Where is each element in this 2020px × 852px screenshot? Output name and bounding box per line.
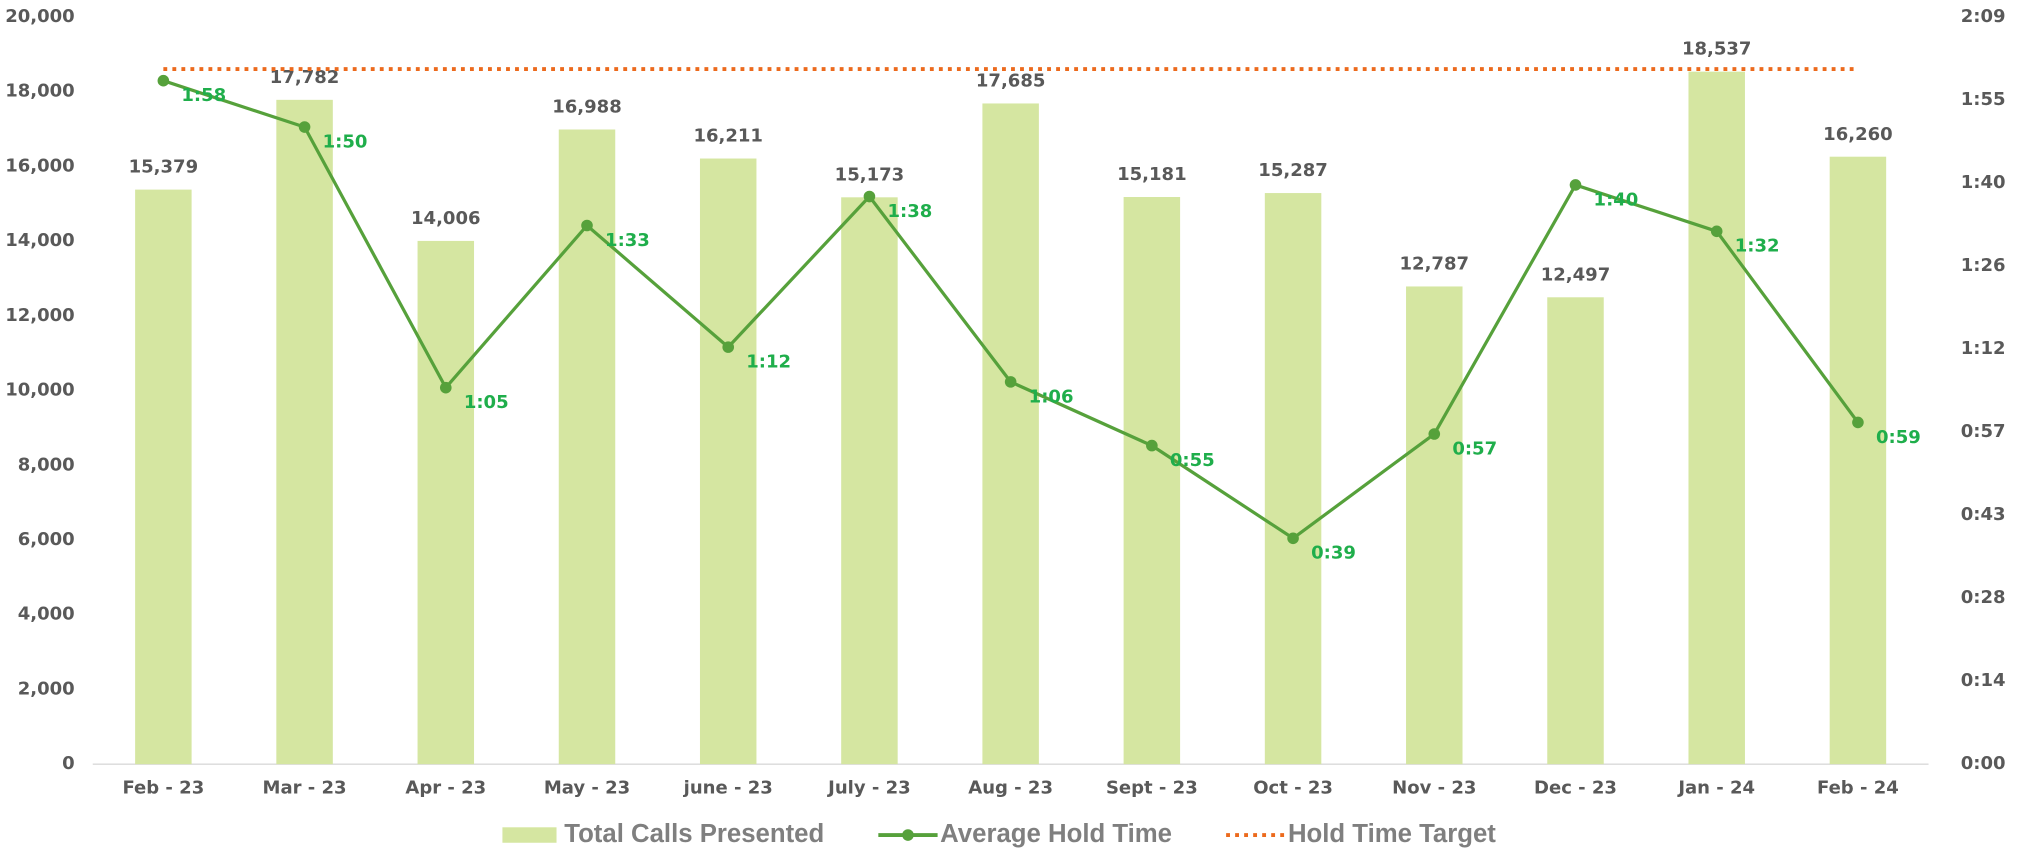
point	[581, 219, 593, 232]
point	[1146, 439, 1158, 452]
y2-tick-label: 1:55	[1961, 89, 2006, 110]
y2-tick-label: 1:40	[1961, 172, 2006, 193]
y-tick-label: 10,000	[5, 380, 75, 401]
x-tick-label: Oct - 23	[1253, 778, 1333, 799]
bar	[1406, 286, 1463, 765]
y-tick-label: 8,000	[18, 454, 75, 475]
point	[157, 74, 170, 87]
line-label: 1:50	[323, 131, 368, 152]
point	[1852, 416, 1864, 429]
bar-label: 16,211	[693, 126, 763, 147]
legend-label: Hold Time Target	[1288, 820, 1496, 848]
y2-tick-label: 1:26	[1961, 255, 2006, 276]
y2-tick-label: 2:09	[1961, 6, 2006, 27]
point	[1710, 225, 1723, 238]
point	[439, 381, 452, 394]
bar-label: 17,782	[270, 67, 340, 88]
y2-tick-label: 0:00	[1961, 753, 2006, 774]
legend-marker	[902, 829, 914, 841]
legend-label: Average Hold Time	[940, 820, 1172, 848]
line-label: 0:39	[1311, 543, 1356, 564]
bar-label: 12,787	[1400, 254, 1470, 275]
point	[1004, 376, 1017, 388]
line-label: 0:55	[1170, 450, 1215, 471]
y2-tick-label: 0:57	[1961, 421, 2006, 442]
line-label: 1:38	[887, 201, 932, 222]
bar	[1123, 197, 1181, 765]
y-tick-label: 18,000	[5, 81, 75, 102]
bar	[1264, 193, 1322, 765]
point	[1287, 532, 1299, 545]
x-tick-label: Dec - 23	[1534, 778, 1617, 799]
line-label: 0:57	[1452, 438, 1497, 459]
bar-label: 16,988	[552, 97, 622, 118]
point	[298, 121, 311, 133]
bar	[699, 158, 757, 765]
line-label: 1:32	[1735, 236, 1780, 257]
line-label: 0:59	[1876, 427, 1921, 448]
y2-tick-label: 0:28	[1961, 587, 2006, 608]
line-label: 1:58	[181, 85, 226, 106]
x-tick-label: Aug - 23	[968, 778, 1053, 799]
y2-tick-label: 1:12	[1961, 338, 2006, 359]
x-tick-label: May - 23	[544, 778, 630, 799]
bar-label: 15,173	[835, 164, 905, 185]
x-tick-label: Sept - 23	[1106, 778, 1198, 799]
y-tick-label: 20,000	[5, 6, 75, 27]
bar-label: 15,287	[1258, 160, 1328, 181]
y-tick-label: 14,000	[5, 230, 75, 251]
bar	[558, 129, 616, 765]
bar-label: 15,181	[1117, 164, 1187, 185]
bar	[982, 103, 1039, 765]
x-tick-label: Jan - 24	[1676, 778, 1755, 799]
line-label: 1:12	[746, 352, 791, 373]
y-tick-label: 0	[62, 753, 75, 774]
y-tick-label: 4,000	[18, 604, 75, 625]
bar-label: 18,537	[1682, 39, 1752, 60]
point	[1569, 179, 1582, 191]
line-label: 1:33	[605, 230, 650, 251]
x-tick-label: Apr - 23	[405, 778, 486, 799]
x-tick-label: July - 23	[826, 778, 911, 799]
legend-swatch	[502, 827, 557, 843]
y2-tick-label: 0:14	[1961, 670, 2006, 691]
bar-label: 15,379	[129, 157, 199, 178]
line-label: 1:40	[1594, 189, 1639, 210]
line-label: 1:05	[464, 392, 509, 413]
bar	[1547, 297, 1604, 765]
bar-label: 16,260	[1823, 124, 1893, 145]
y-tick-label: 16,000	[5, 155, 75, 176]
y-tick-label: 12,000	[5, 305, 75, 326]
bar	[841, 197, 898, 765]
x-tick-label: june - 23	[683, 778, 773, 799]
x-tick-label: Feb - 24	[1817, 778, 1899, 799]
point	[863, 190, 876, 203]
bar	[1829, 156, 1887, 765]
x-tick-label: Mar - 23	[263, 778, 347, 799]
bar-label: 12,497	[1541, 264, 1611, 285]
y-tick-label: 2,000	[18, 678, 75, 699]
x-tick-label: Nov - 23	[1392, 778, 1476, 799]
bar	[417, 240, 475, 765]
y-tick-label: 6,000	[18, 529, 75, 550]
y2-tick-label: 0:43	[1961, 504, 2006, 525]
line-label: 1:06	[1029, 386, 1074, 407]
point	[1428, 428, 1441, 440]
bar	[276, 99, 333, 765]
x-tick-label: Feb - 23	[122, 778, 204, 799]
bar	[1688, 71, 1745, 765]
point	[722, 341, 735, 353]
bar-label: 14,006	[411, 208, 481, 229]
bar-label: 17,685	[976, 71, 1046, 92]
legend-label: Total Calls Presented	[564, 820, 824, 848]
bar	[135, 189, 192, 765]
